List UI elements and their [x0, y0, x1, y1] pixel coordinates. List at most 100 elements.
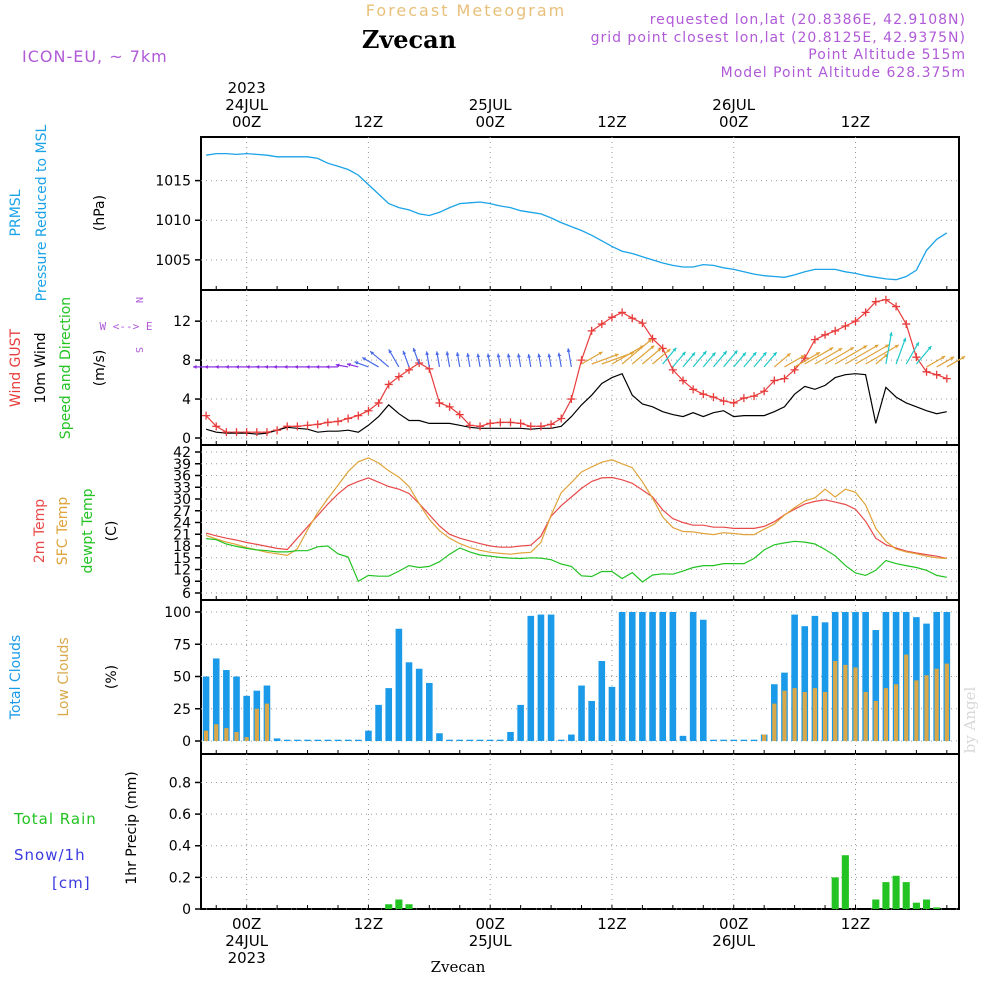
wind-arrow-head	[346, 362, 351, 367]
wind-gust-marker	[760, 387, 769, 396]
temp-frame	[200, 444, 960, 601]
low-cloud-bar	[782, 690, 787, 741]
total-cloud-bar	[578, 685, 585, 741]
point-altitude: Point Altitude 515m	[808, 47, 966, 63]
wind-ytick-label: 4	[182, 392, 191, 408]
temp-unit: (C)	[104, 521, 120, 542]
wind-arrow-head	[889, 332, 893, 336]
wind-dir-label: Speed and Direction	[58, 297, 74, 439]
wind-arrow-head	[874, 344, 879, 349]
wind-arrow	[642, 347, 662, 365]
rain-bar	[912, 902, 920, 909]
temp-ytick-label: 27	[173, 504, 191, 520]
total-cloud-bar	[608, 686, 616, 741]
wind-gust-marker	[780, 374, 789, 383]
wind-arrow-head	[325, 365, 330, 369]
wind-gust-marker	[739, 394, 748, 403]
wind-gust-marker	[405, 365, 414, 374]
low-cloud-bar	[934, 668, 939, 741]
wind-arrow-head	[273, 365, 277, 369]
wind-gust-marker	[922, 367, 931, 376]
wind-arrow	[723, 349, 738, 368]
wind-arrow-head	[354, 361, 359, 365]
super-title: Forecast Meteogram	[366, 1, 566, 20]
bottom-time-label: 2023	[228, 949, 266, 967]
total-cloud-bar	[862, 612, 869, 741]
wind-ytick-label: 12	[173, 314, 191, 330]
total-cloud-bar	[557, 739, 565, 741]
low-cloud-bar	[234, 731, 239, 741]
temp-ytick-label: 9	[182, 574, 191, 590]
total-cloud-bar	[750, 739, 758, 741]
top-time-label: 24JUL	[225, 96, 268, 114]
temp-ytick-label: 24	[173, 516, 191, 532]
wind-gust-marker	[394, 372, 403, 381]
low-cloud-bar	[802, 691, 807, 741]
bottom-time-label: 00Z	[232, 915, 261, 933]
temp-sfc-line	[205, 457, 947, 560]
wind-gust-marker	[526, 422, 535, 431]
wind-arrow	[784, 354, 806, 368]
pressure-series-line	[205, 152, 948, 281]
precip-snow-label: Snow/1h	[14, 846, 86, 864]
total-cloud-bar	[649, 612, 656, 741]
wind-arrow-head	[557, 352, 562, 357]
wind-arrow-head	[927, 346, 932, 350]
wind-gust-marker	[354, 411, 363, 420]
wind-arrow-head	[815, 352, 820, 356]
wind-arrow-head	[264, 365, 269, 369]
wind-arrow-head	[527, 354, 532, 358]
total-cloud-bar	[699, 619, 707, 741]
precip-ytick-label: 0	[182, 902, 191, 918]
total-cloud-bar	[527, 615, 535, 741]
total-cloud-bar	[283, 739, 291, 741]
wind-arrow-head	[915, 342, 919, 347]
wind-arrow-head	[723, 351, 727, 355]
wind-gust-marker	[628, 314, 637, 323]
wind-gust-marker	[557, 414, 566, 423]
total-cloud-bar	[497, 739, 504, 741]
top-time-label: 25JUL	[469, 96, 512, 114]
model-point-altitude: Model Point Altitude 628.375m	[721, 65, 966, 81]
wind-arrow	[814, 347, 843, 365]
total-cloud-bar	[618, 612, 626, 741]
total-cloud-bar	[314, 739, 321, 741]
clouds-ytick-label: 50	[173, 670, 191, 686]
wind-arrow-head	[305, 365, 310, 369]
wind-arrow-head	[894, 344, 899, 349]
temp-2m-label: 2m Temp	[32, 499, 48, 563]
wind-arrow-head	[486, 353, 491, 358]
temp-ytick-label: 42	[173, 445, 191, 461]
wind-arrow-head	[752, 352, 757, 357]
low-cloud-bar	[893, 684, 899, 741]
wind-arrow	[824, 346, 855, 365]
wind-arrow-head	[762, 352, 767, 357]
total-cloud-bar	[354, 739, 362, 741]
top-time-label: 12Z	[354, 113, 383, 131]
wind-gust-marker	[445, 402, 454, 411]
total-cloud-bar	[304, 739, 311, 741]
total-cloud-bar	[639, 612, 646, 741]
wind-arrow-head	[772, 352, 777, 357]
clouds-ytick-label: 100	[164, 605, 191, 621]
wind-arrow	[662, 347, 677, 365]
wind-arrow	[611, 345, 645, 365]
wind-gust-marker	[942, 374, 951, 383]
pressure-label-2: Pressure Reduced to MSL	[34, 124, 50, 301]
compass-n: N	[133, 297, 144, 303]
temp-2m-line	[205, 476, 947, 560]
rain-bar	[841, 855, 849, 909]
wind-10m-label: 10m Wind	[33, 332, 49, 403]
low-cloud-bar	[762, 734, 767, 741]
wind-arrow-head	[742, 352, 746, 357]
temp-ytick-label: 15	[173, 551, 191, 567]
total-cloud-bar	[405, 662, 413, 741]
wind-arrow	[845, 344, 879, 365]
low-cloud-bar	[224, 728, 229, 741]
low-cloud-bar	[772, 703, 777, 741]
total-cloud-bar	[294, 739, 301, 741]
wind-arrow-head	[362, 357, 367, 361]
wind-gust-marker	[871, 297, 880, 306]
wind-arrow-head	[425, 351, 430, 356]
